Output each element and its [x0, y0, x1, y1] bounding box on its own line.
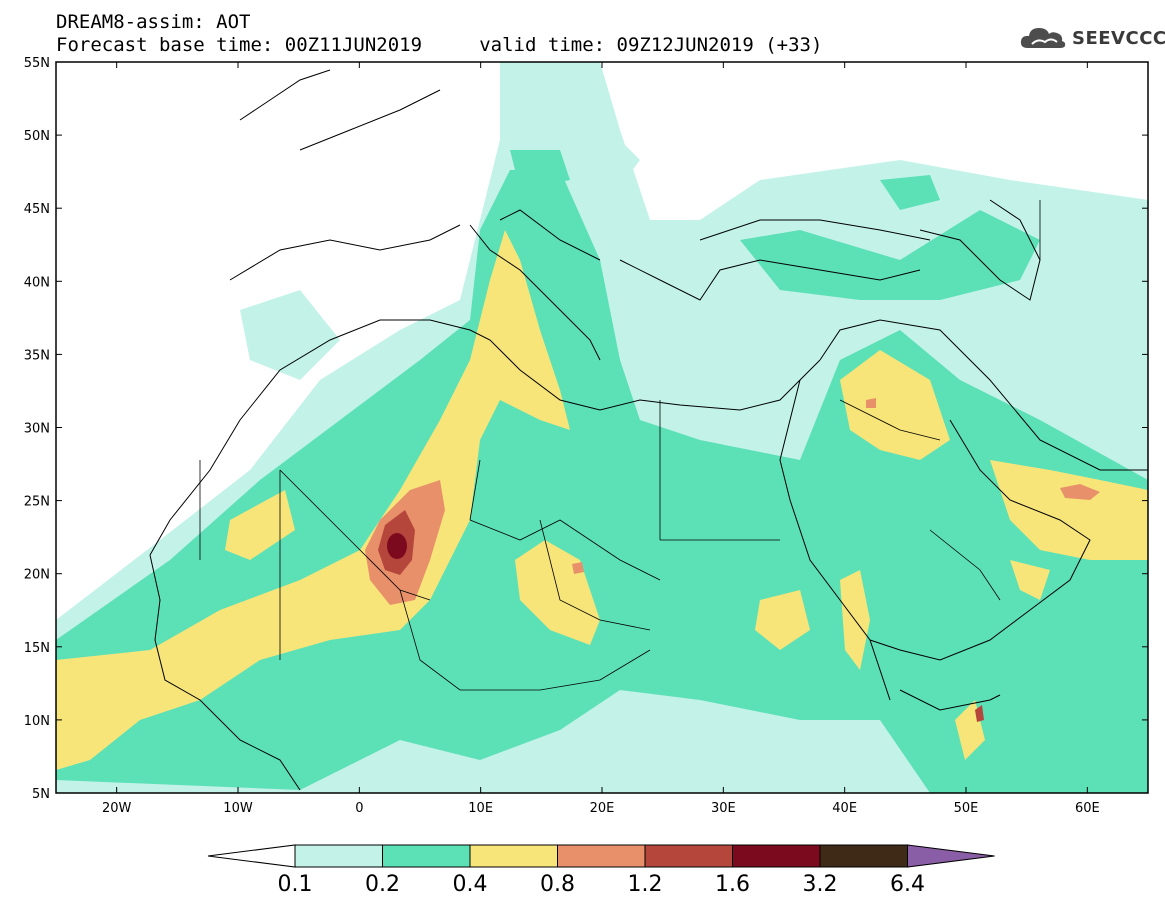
colorbar-label: 6.4 — [890, 872, 925, 897]
lon-tick-label: 20W — [102, 801, 132, 816]
colorbar-label: 1.6 — [715, 872, 750, 897]
cloud-icon — [1020, 28, 1066, 48]
lat-tick-label: 15N — [24, 641, 50, 656]
colorbar-swatch — [294, 844, 383, 868]
lon-tick-label: 10E — [468, 801, 493, 816]
map-title: DREAM8-assim: AOT — [56, 11, 251, 33]
seevccc-logo: SEEVCCC — [1018, 24, 1165, 52]
colorbar: 0.1 0.2 0.4 0.8 1.2 1.6 3.2 6.4 — [207, 844, 995, 897]
lon-tick-label: 20E — [590, 801, 615, 816]
colorbar-swatch — [557, 844, 646, 868]
lat-tick-label: 55N — [24, 56, 50, 71]
lat-tick-label: 20N — [24, 568, 50, 583]
coastlines — [149, 69, 1148, 791]
country-borders — [199, 200, 1041, 691]
colorbar-label: 1.2 — [628, 872, 663, 897]
colorbar-swatch — [382, 844, 471, 868]
colorbar-upper-extend — [907, 844, 995, 868]
colorbar-label: 0.1 — [278, 872, 313, 897]
colorbar-swatch — [469, 844, 558, 868]
lon-tick-label: 60E — [1075, 801, 1100, 816]
colorbar-label: 0.8 — [540, 872, 575, 897]
lon-tick-label: 30E — [711, 801, 736, 816]
axis-ticks: 55N 50N 45N 40N 35N 30N 25N 20N 15N 10N 5N 20W 10W 0 1… — [24, 56, 1148, 816]
lon-tick-label: 10W — [223, 801, 253, 816]
lat-tick-label: 50N — [24, 129, 50, 144]
lat-tick-label: 30N — [24, 422, 50, 437]
lat-tick-label: 40N — [24, 275, 50, 290]
aot-field — [56, 62, 1148, 793]
lat-tick-label: 5N — [32, 787, 50, 802]
lon-tick-label: 50E — [954, 801, 979, 816]
forecast-times: Forecast base time: 00Z11JUN2019 valid t… — [56, 34, 823, 56]
colorbar-label: 3.2 — [803, 872, 838, 897]
colorbar-swatch — [819, 844, 908, 868]
aot-band-1.6 — [387, 533, 407, 559]
colorbar-lower-extend — [207, 844, 296, 868]
logo-text: SEEVCCC — [1072, 27, 1165, 49]
lat-tick-label: 45N — [24, 202, 50, 217]
colorbar-swatch — [732, 844, 821, 868]
colorbar-label: 0.2 — [365, 872, 400, 897]
lon-tick-label: 0 — [355, 801, 363, 816]
colorbar-swatch — [644, 844, 733, 868]
colorbar-label: 0.4 — [453, 872, 488, 897]
lat-tick-label: 10N — [24, 714, 50, 729]
lon-tick-label: 40E — [832, 801, 857, 816]
lat-tick-label: 25N — [24, 495, 50, 510]
lat-tick-label: 35N — [24, 348, 50, 363]
